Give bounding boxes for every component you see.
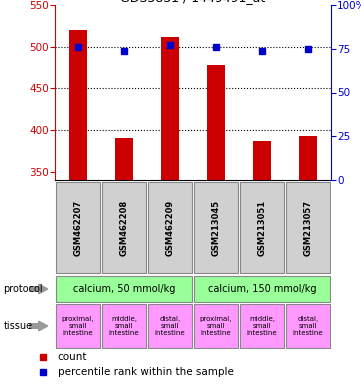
Text: calcium, 50 mmol/kg: calcium, 50 mmol/kg <box>73 284 175 294</box>
Bar <box>286 304 330 348</box>
Text: distal,
small
intestine: distal, small intestine <box>293 316 323 336</box>
Bar <box>69 30 87 180</box>
Bar <box>207 65 225 180</box>
Bar <box>115 138 133 180</box>
Text: GSM462209: GSM462209 <box>165 199 174 256</box>
Bar <box>161 36 179 180</box>
Bar <box>253 141 271 180</box>
Text: proximal,
small
intestine: proximal, small intestine <box>200 316 232 336</box>
Bar <box>148 182 192 273</box>
Text: GSM462207: GSM462207 <box>74 199 83 256</box>
Bar <box>102 182 146 273</box>
Bar <box>286 182 330 273</box>
Bar <box>240 182 284 273</box>
Text: middle,
small
intestine: middle, small intestine <box>247 316 277 336</box>
Bar <box>148 304 192 348</box>
Bar <box>194 182 238 273</box>
Bar <box>56 182 100 273</box>
Text: middle,
small
intestine: middle, small intestine <box>109 316 139 336</box>
Bar <box>299 136 317 180</box>
Text: GSM213057: GSM213057 <box>304 200 313 255</box>
Bar <box>102 304 146 348</box>
Bar <box>56 276 192 301</box>
Text: proximal,
small
intestine: proximal, small intestine <box>62 316 94 336</box>
Bar <box>194 304 238 348</box>
Bar <box>56 304 100 348</box>
Text: GSM462208: GSM462208 <box>119 199 129 256</box>
Bar <box>240 304 284 348</box>
Text: count: count <box>57 352 87 362</box>
Text: tissue: tissue <box>4 321 33 331</box>
Text: GSM213045: GSM213045 <box>212 199 221 256</box>
Text: percentile rank within the sample: percentile rank within the sample <box>57 367 234 377</box>
Text: protocol: protocol <box>4 284 43 294</box>
Text: distal,
small
intestine: distal, small intestine <box>155 316 185 336</box>
Title: GDS3831 / 1449491_at: GDS3831 / 1449491_at <box>120 0 266 4</box>
Bar <box>194 276 330 301</box>
Text: calcium, 150 mmol/kg: calcium, 150 mmol/kg <box>208 284 316 294</box>
Text: GSM213051: GSM213051 <box>257 199 266 256</box>
